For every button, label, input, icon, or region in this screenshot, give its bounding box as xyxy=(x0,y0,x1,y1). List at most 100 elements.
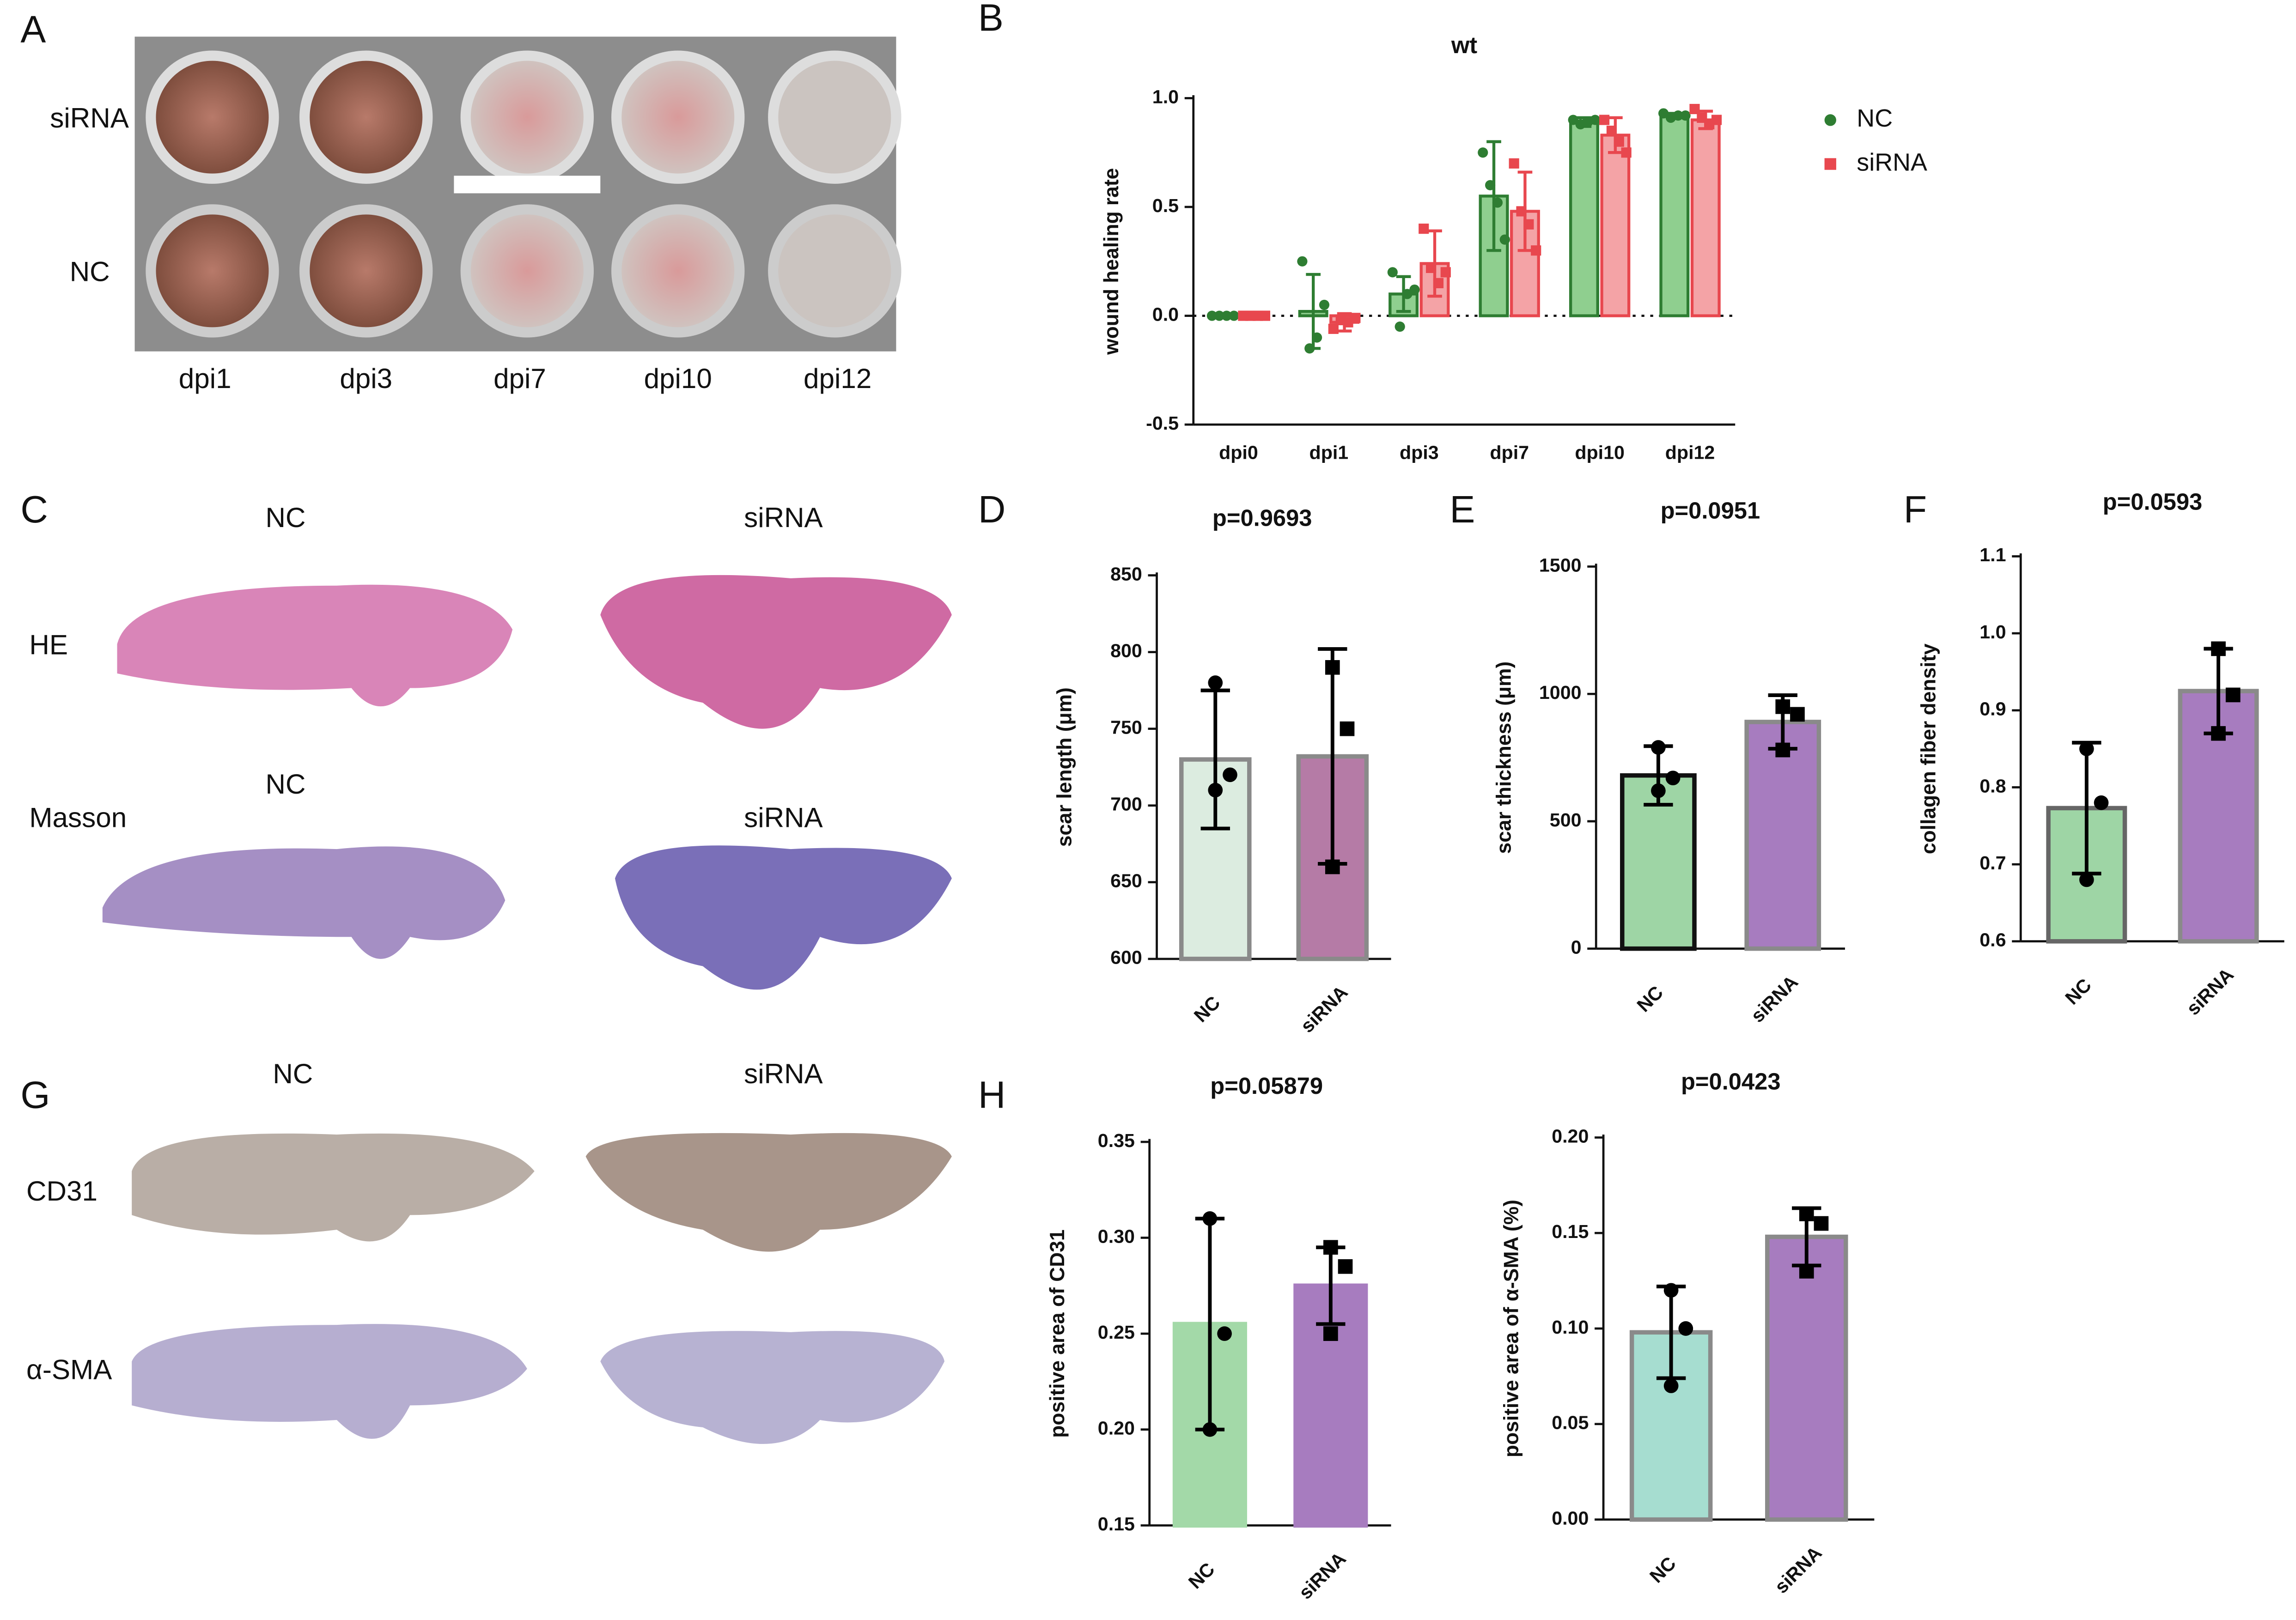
data-point xyxy=(1509,158,1519,169)
data-point xyxy=(1665,771,1681,786)
y-tick-label: 0.30 xyxy=(1098,1226,1135,1247)
legend-marker xyxy=(1824,114,1836,126)
data-point xyxy=(1202,1422,1218,1437)
y-tick-label: 0.10 xyxy=(1552,1317,1589,1338)
data-point xyxy=(1325,660,1340,675)
y-tick-label: 0.6 xyxy=(1979,929,2006,951)
data-point xyxy=(1516,206,1527,217)
data-point xyxy=(1323,1240,1338,1255)
data-point xyxy=(1311,332,1322,343)
x-tick-label: NC xyxy=(1184,1559,1219,1593)
y-tick-label: 0.25 xyxy=(1098,1322,1135,1343)
y-tick-label: 0.00 xyxy=(1552,1507,1589,1529)
image-label: dpi7 xyxy=(493,363,546,394)
data-point xyxy=(1485,180,1496,190)
data-point xyxy=(1433,278,1444,288)
y-tick-label: 500 xyxy=(1550,809,1582,831)
data-point xyxy=(1651,783,1666,798)
y-tick-label: 800 xyxy=(1110,640,1142,661)
data-point xyxy=(1663,1378,1679,1393)
y-tick-label: 0.5 xyxy=(1152,195,1179,216)
bar xyxy=(1659,114,1690,317)
chart-title: p=0.05879 xyxy=(1210,1073,1323,1099)
y-axis-label: scar thickness (μm) xyxy=(1492,661,1515,854)
y-tick-label: 1.0 xyxy=(1979,621,2006,643)
data-point xyxy=(1663,1283,1679,1298)
chart-title: wt xyxy=(1451,32,1477,58)
wells xyxy=(146,50,901,338)
legend-label: NC xyxy=(1857,104,1893,132)
data-point xyxy=(1523,219,1534,230)
bar xyxy=(1744,720,1821,951)
data-point xyxy=(1606,126,1617,136)
x-tick-label: siRNA xyxy=(1771,1542,1826,1597)
y-tick-label: 0.20 xyxy=(1552,1125,1589,1147)
x-tick-label: NC xyxy=(2061,974,2095,1009)
y-tick-label: 1500 xyxy=(1539,554,1582,576)
data-point xyxy=(1531,245,1541,256)
data-point xyxy=(1499,234,1510,245)
x-tick-label: NC xyxy=(1633,982,1668,1016)
image-label: siRNA xyxy=(744,1058,823,1089)
image-label: dpi12 xyxy=(804,363,871,394)
y-axis-label: scar length (μm) xyxy=(1054,687,1076,847)
data-point xyxy=(2211,726,2226,741)
y-tick-label: -0.5 xyxy=(1146,413,1179,434)
data-point xyxy=(1409,284,1420,295)
data-point xyxy=(1711,115,1722,125)
y-tick-label: 0.05 xyxy=(1552,1412,1589,1433)
bar xyxy=(1765,1234,1848,1522)
data-point xyxy=(1492,197,1503,208)
x-tick-label: siRNA xyxy=(1295,1548,1350,1603)
data-point xyxy=(1590,115,1601,125)
chart-title: p=0.9693 xyxy=(1212,505,1312,531)
y-tick-label: 850 xyxy=(1110,563,1142,584)
y-tick-label: 1000 xyxy=(1539,682,1582,703)
y-tick-label: 700 xyxy=(1110,794,1142,815)
image-label: NC xyxy=(273,1058,313,1089)
x-tick-label: NC xyxy=(1645,1553,1680,1587)
data-point xyxy=(1440,267,1451,278)
photo-panels xyxy=(102,36,952,1444)
data-point xyxy=(1425,262,1437,273)
data-point xyxy=(1340,721,1355,736)
data-point xyxy=(1206,310,1218,321)
image-label: siRNA xyxy=(744,802,823,833)
y-tick-label: 1.0 xyxy=(1152,86,1179,107)
data-point xyxy=(1799,1207,1814,1221)
y-tick-label: 0.35 xyxy=(1098,1130,1135,1151)
data-point xyxy=(1478,147,1488,158)
data-point xyxy=(1217,1326,1232,1341)
y-tick-label: 0.15 xyxy=(1552,1221,1589,1242)
image-label: dpi3 xyxy=(340,363,392,394)
y-tick-label: 0.8 xyxy=(1979,775,2006,796)
legend-marker xyxy=(1824,158,1836,170)
y-tick-label: 650 xyxy=(1110,870,1142,892)
chart-title: p=0.0951 xyxy=(1661,498,1760,524)
y-tick-label: 0 xyxy=(1571,937,1582,958)
chart-title: p=0.0423 xyxy=(1681,1068,1781,1095)
data-point xyxy=(2094,795,2109,810)
data-point xyxy=(1223,767,1237,783)
x-tick-label: dpi1 xyxy=(1309,442,1349,463)
bar xyxy=(1600,133,1631,317)
y-tick-label: 0.20 xyxy=(1098,1418,1135,1439)
data-point xyxy=(1323,1326,1338,1341)
data-point xyxy=(1202,1211,1218,1226)
data-point xyxy=(1680,110,1691,121)
chart-title: p=0.0593 xyxy=(2103,489,2203,515)
y-tick-label: 0.7 xyxy=(1979,852,2006,874)
image-label: HE xyxy=(29,629,68,661)
y-axis-label: positive area of CD31 xyxy=(1046,1230,1069,1438)
y-axis-label: collagen fiber density xyxy=(1917,643,1940,854)
data-point xyxy=(1221,310,1232,321)
x-tick-label: dpi10 xyxy=(1575,442,1625,463)
data-point xyxy=(1673,110,1683,121)
panel-letter: B xyxy=(978,0,1004,39)
y-tick-label: 0.9 xyxy=(1979,698,2006,720)
data-point xyxy=(1678,1321,1693,1336)
data-point xyxy=(1208,675,1223,690)
bar xyxy=(1690,118,1721,317)
data-point xyxy=(1599,115,1610,125)
